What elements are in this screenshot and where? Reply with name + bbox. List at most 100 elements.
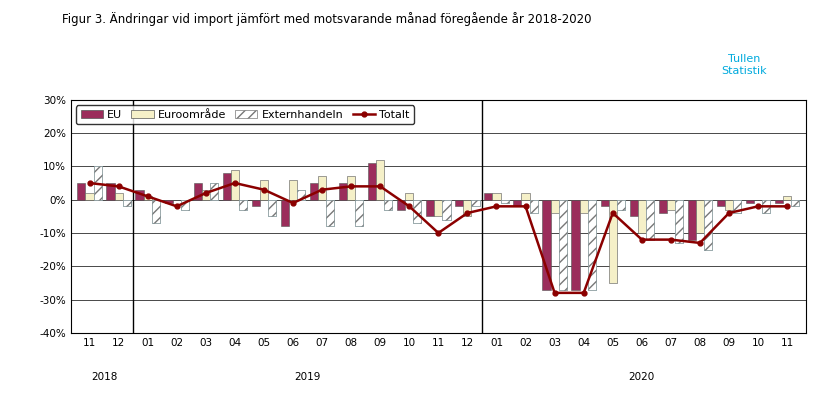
Bar xyxy=(775,200,783,203)
Bar xyxy=(704,200,712,250)
Bar xyxy=(152,200,160,223)
Bar xyxy=(471,200,479,206)
Bar xyxy=(239,200,247,210)
Bar xyxy=(268,200,276,216)
Bar xyxy=(406,193,413,200)
Bar xyxy=(688,200,696,240)
Bar xyxy=(413,200,421,223)
Bar xyxy=(123,200,130,206)
Bar xyxy=(659,200,666,213)
Bar xyxy=(442,200,450,220)
Bar xyxy=(144,196,152,200)
Bar xyxy=(762,200,770,213)
Bar xyxy=(696,200,704,233)
Text: 2019: 2019 xyxy=(294,371,321,382)
Bar xyxy=(442,200,450,220)
Bar xyxy=(675,200,683,243)
Bar xyxy=(376,160,384,200)
Bar xyxy=(355,200,363,226)
Bar xyxy=(123,200,130,206)
Bar xyxy=(762,200,770,213)
Bar xyxy=(580,200,588,213)
Bar xyxy=(94,166,101,200)
Bar xyxy=(223,173,231,200)
Bar xyxy=(522,193,529,200)
Bar xyxy=(514,200,522,206)
Bar xyxy=(558,200,567,290)
Bar xyxy=(86,193,94,200)
Bar xyxy=(115,193,123,200)
Bar xyxy=(783,196,791,200)
Bar xyxy=(202,190,210,200)
Bar xyxy=(551,200,558,213)
Bar xyxy=(297,190,305,200)
Bar xyxy=(608,200,617,283)
Bar xyxy=(326,200,334,226)
Bar xyxy=(637,200,646,233)
Bar xyxy=(181,200,189,210)
Bar xyxy=(347,176,355,200)
Bar xyxy=(529,200,538,213)
Bar xyxy=(493,193,500,200)
Bar xyxy=(464,200,471,216)
Bar xyxy=(791,200,799,206)
Bar xyxy=(252,200,260,206)
Bar xyxy=(500,200,509,203)
Bar xyxy=(368,163,376,200)
Bar xyxy=(588,200,596,290)
Bar xyxy=(355,200,363,226)
Bar xyxy=(194,183,202,200)
Bar xyxy=(384,200,392,210)
Bar xyxy=(733,200,741,213)
Bar xyxy=(326,200,334,226)
Bar xyxy=(94,166,101,200)
Bar xyxy=(318,176,326,200)
Bar xyxy=(239,200,247,210)
Bar xyxy=(152,200,160,223)
Bar xyxy=(181,200,189,210)
Bar xyxy=(733,200,741,213)
Bar xyxy=(77,183,86,200)
Bar xyxy=(646,200,654,240)
Bar xyxy=(572,200,580,290)
Bar xyxy=(558,200,567,290)
Bar xyxy=(268,200,276,216)
Bar xyxy=(455,200,464,206)
Text: Tullen
Statistik: Tullen Statistik xyxy=(721,54,766,76)
Bar xyxy=(384,200,392,210)
Bar xyxy=(165,200,173,203)
Bar xyxy=(717,200,725,206)
Bar xyxy=(725,200,733,210)
Bar xyxy=(646,200,654,240)
Bar xyxy=(543,200,551,290)
Bar xyxy=(281,200,289,226)
Bar xyxy=(529,200,538,213)
Bar xyxy=(588,200,596,290)
Legend: EU, Euroområde, Externhandeln, Totalt: EU, Euroområde, Externhandeln, Totalt xyxy=(76,105,414,124)
Bar xyxy=(601,200,608,206)
Bar xyxy=(484,193,493,200)
Bar xyxy=(704,200,712,250)
Text: 2018: 2018 xyxy=(91,371,117,382)
Bar xyxy=(413,200,421,223)
Bar xyxy=(666,200,675,210)
Bar xyxy=(426,200,435,216)
Bar xyxy=(617,200,625,210)
Bar xyxy=(397,200,406,210)
Bar xyxy=(339,183,347,200)
Text: Figur 3. Ändringar vid import jämfört med motsvarande månad föregående år 2018-2: Figur 3. Ändringar vid import jämfört me… xyxy=(62,12,592,27)
Bar xyxy=(297,190,305,200)
Bar xyxy=(231,170,239,200)
Bar xyxy=(435,200,442,216)
Bar xyxy=(791,200,799,206)
Bar xyxy=(500,200,509,203)
Bar xyxy=(617,200,625,210)
Bar xyxy=(471,200,479,206)
Bar xyxy=(310,183,318,200)
Bar xyxy=(746,200,754,203)
Bar xyxy=(289,180,297,200)
Bar xyxy=(630,200,637,216)
Bar xyxy=(210,183,218,200)
Bar xyxy=(260,180,268,200)
Bar xyxy=(135,190,144,200)
